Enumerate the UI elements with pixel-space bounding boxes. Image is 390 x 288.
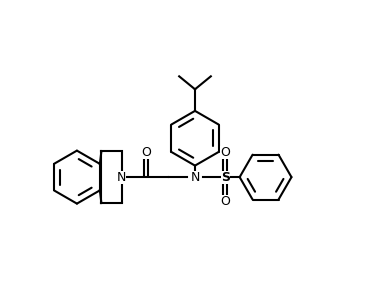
Text: O: O	[220, 146, 230, 159]
Text: O: O	[220, 195, 230, 208]
Text: S: S	[221, 170, 230, 184]
Text: N: N	[117, 170, 126, 184]
Text: O: O	[141, 146, 151, 159]
Text: N: N	[190, 170, 200, 184]
